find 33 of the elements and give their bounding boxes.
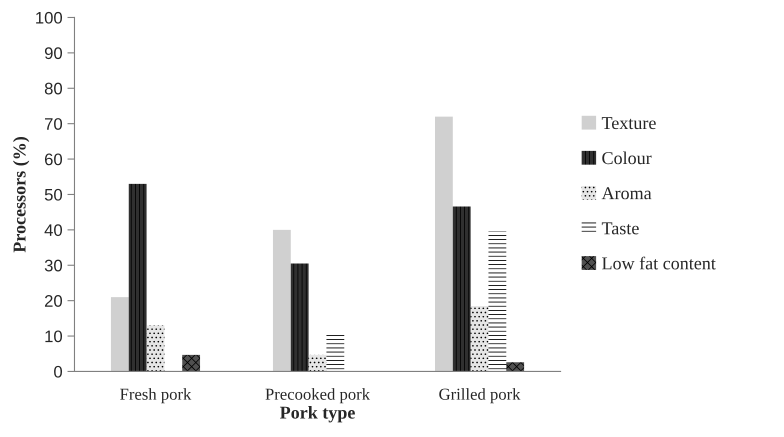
- y-tick-label: 20: [44, 295, 62, 307]
- y-axis-title: Processors (%): [12, 137, 30, 252]
- x-tick-label: Fresh pork: [120, 388, 192, 404]
- bar: [272, 230, 291, 372]
- x-tick-label: Grilled pork: [439, 388, 521, 404]
- x-tick-label: Precooked pork: [265, 388, 370, 404]
- bar: [182, 354, 200, 372]
- y-tick-label: 10: [45, 330, 62, 342]
- y-tick-label: 90: [44, 47, 62, 60]
- legend-label: Aroma: [602, 187, 652, 200]
- bar: [290, 263, 309, 372]
- bar: [470, 306, 488, 372]
- legend-label: Taste: [602, 222, 639, 234]
- y-tick-label: 70: [44, 118, 62, 130]
- bar: [308, 354, 326, 372]
- y-tick-label: 80: [44, 82, 62, 94]
- legend-label: Colour: [602, 152, 652, 164]
- bar: [128, 184, 147, 372]
- y-tick-label: 0: [54, 366, 62, 378]
- bar: [488, 231, 506, 372]
- y-tick-label: 40: [44, 224, 62, 236]
- y-tick-label: 100: [36, 12, 62, 24]
- bar: [506, 362, 524, 372]
- y-tick-label: 50: [44, 188, 62, 201]
- bar: [434, 116, 453, 372]
- bar: [110, 297, 129, 372]
- bar: [452, 206, 471, 372]
- x-axis-title: Pork type: [280, 406, 355, 422]
- bar: [146, 325, 164, 372]
- legend-label: Texture: [602, 117, 656, 130]
- y-tick-label: 60: [44, 153, 62, 166]
- y-tick-label: 30: [44, 260, 62, 272]
- legend-label: Low fat content: [602, 256, 716, 270]
